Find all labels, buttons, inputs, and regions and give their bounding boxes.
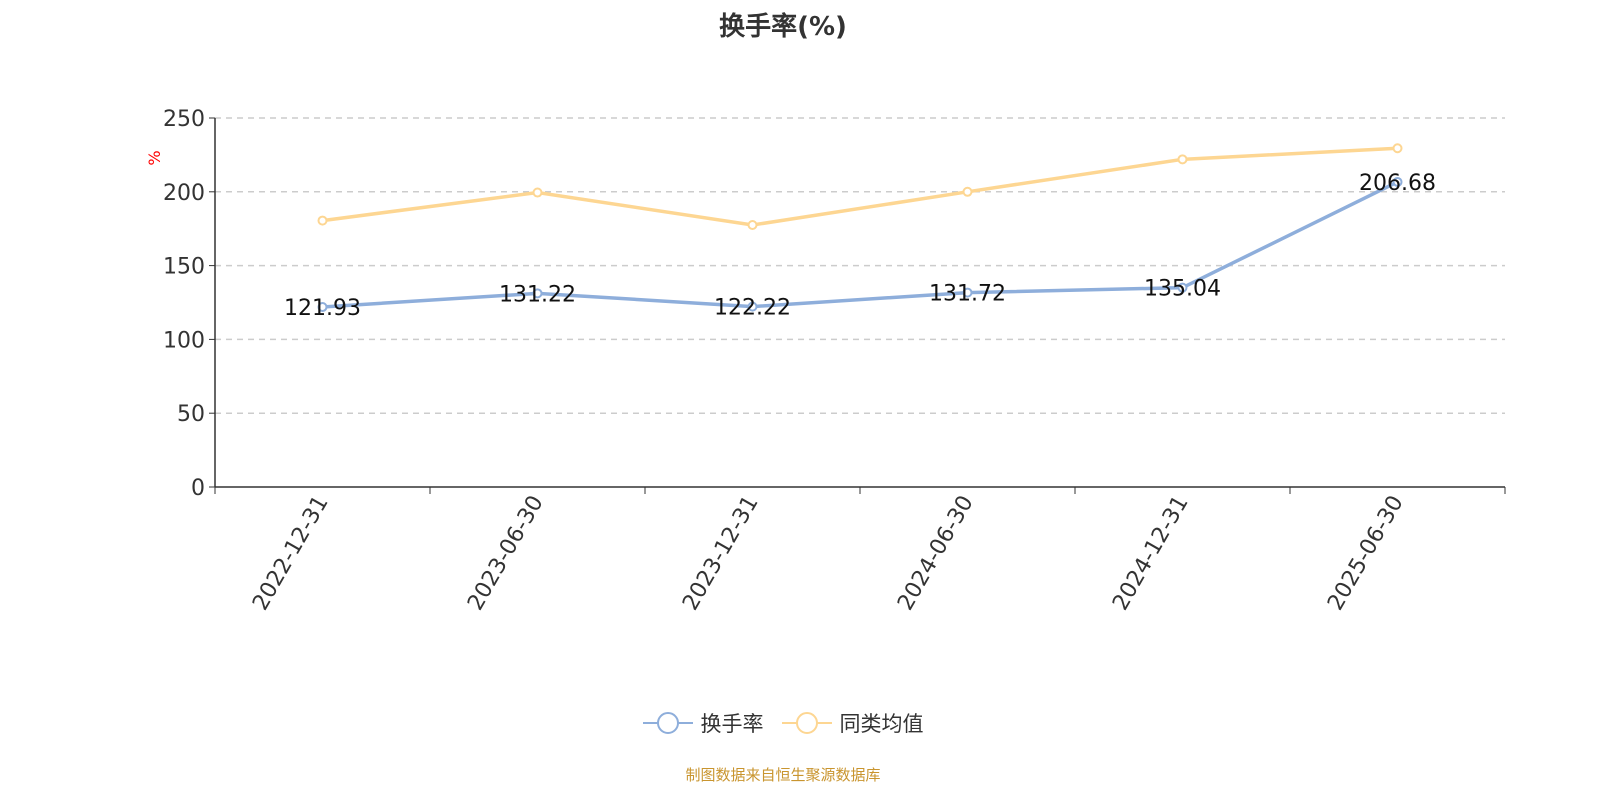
x-tick-label: 2022-12-31 <box>248 492 334 615</box>
data-point <box>1177 282 1188 293</box>
data-source-note: 制图数据来自恒生聚源数据库 <box>685 766 881 784</box>
legend-label: 同类均值 <box>839 712 924 736</box>
y-tick-label: 0 <box>191 476 205 501</box>
data-label: 131.22 <box>499 282 576 307</box>
data-label: 206.68 <box>1359 171 1436 196</box>
data-point <box>747 220 758 231</box>
data-label: 122.22 <box>714 296 791 321</box>
y-tick-label: 200 <box>163 181 205 206</box>
y-tick-label: 150 <box>163 255 205 280</box>
y-tick-label: 250 <box>163 107 205 132</box>
data-point <box>747 301 758 312</box>
legend-label: 换手率 <box>700 712 764 736</box>
y-axis-label: % <box>145 150 164 165</box>
chart-title: 换手率(%) <box>719 12 847 42</box>
data-point <box>532 187 543 198</box>
data-point <box>962 287 973 298</box>
data-point <box>1177 154 1188 165</box>
legend-line-circle-icon <box>781 712 832 734</box>
legend-item-peer-average[interactable]: 同类均值 <box>781 708 924 738</box>
x-tick-label: 2024-06-30 <box>893 492 979 615</box>
x-tick-label: 2024-12-31 <box>1108 492 1194 615</box>
x-tick-label: 2023-12-31 <box>678 492 764 615</box>
series-line <box>322 180 1399 309</box>
legend-item-turnover[interactable]: 换手率 <box>642 708 764 738</box>
x-tick-label: 2023-06-30 <box>463 492 549 615</box>
series-line <box>322 146 1398 227</box>
legend-line-circle-icon <box>642 712 693 734</box>
data-label: 135.04 <box>1144 277 1221 302</box>
legend: 换手率 同类均值 <box>0 708 1566 738</box>
y-tick-label: 100 <box>163 328 205 353</box>
data-point <box>1392 176 1403 187</box>
data-point <box>532 288 543 299</box>
data-point <box>1392 143 1403 154</box>
y-tick-label: 50 <box>177 402 205 427</box>
data-label: 131.72 <box>929 282 1006 307</box>
data-point <box>962 186 973 197</box>
x-tick-label: 2025-06-30 <box>1323 492 1409 615</box>
data-point <box>317 215 328 226</box>
data-label: 121.93 <box>284 296 361 321</box>
data-point <box>317 302 328 313</box>
